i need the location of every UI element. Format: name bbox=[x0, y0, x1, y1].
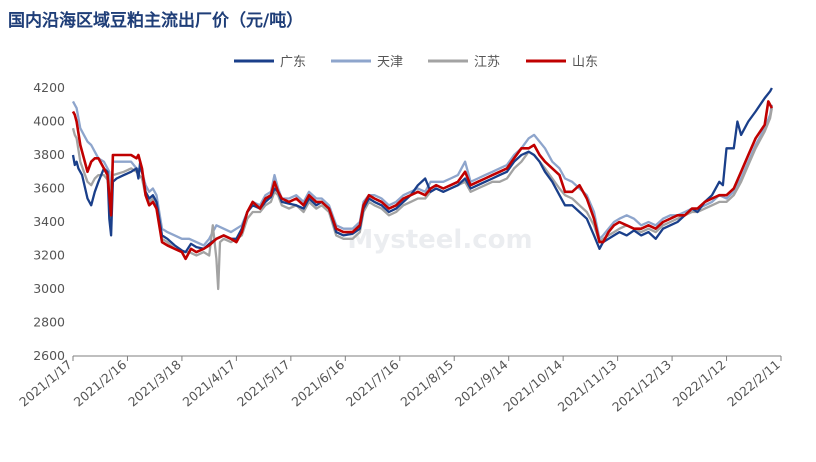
legend-label: 江苏 bbox=[474, 54, 500, 70]
legend-label: 山东 bbox=[572, 55, 598, 70]
chart-title: 国内沿海区域豆粕主流出厂价（元/吨） bbox=[8, 11, 304, 31]
y-tick-label: 3400 bbox=[33, 214, 65, 229]
x-tick-label: 2021/12/13 bbox=[609, 357, 674, 415]
y-tick-label: 3000 bbox=[33, 281, 65, 296]
series-line-2 bbox=[71, 107, 774, 291]
x-tick-label: 2021/10/14 bbox=[500, 357, 565, 415]
x-tick-label: 2021/1/17 bbox=[16, 357, 75, 410]
y-tick-label: 2800 bbox=[33, 315, 65, 330]
x-tick-label: 2021/4/17 bbox=[180, 357, 239, 410]
series-line-1 bbox=[71, 100, 774, 247]
x-tick-label: 2022/2/11 bbox=[724, 357, 783, 410]
x-tick-label: 2021/11/13 bbox=[555, 357, 620, 415]
y-tick-label: 2600 bbox=[33, 348, 65, 363]
legend-label: 天津 bbox=[377, 55, 403, 70]
x-tick-label: 2021/3/18 bbox=[125, 357, 184, 410]
x-tick-label: 2021/2/16 bbox=[71, 357, 130, 410]
series-line-3 bbox=[71, 100, 774, 261]
x-tick-label: 2021/8/15 bbox=[397, 357, 456, 410]
legend-label: 广东 bbox=[280, 55, 306, 70]
y-tick-label: 4200 bbox=[33, 80, 65, 95]
x-tick-label: 2021/5/17 bbox=[234, 357, 293, 410]
x-tick-label: 2021/6/16 bbox=[288, 357, 347, 410]
watermark-text: Mysteel.com bbox=[347, 225, 532, 255]
y-tick-label: 4000 bbox=[33, 114, 65, 129]
y-tick-label: 3200 bbox=[33, 248, 65, 263]
y-tick-label: 3600 bbox=[33, 181, 65, 196]
x-tick-label: 2022/1/12 bbox=[670, 357, 729, 410]
x-tick-label: 2021/7/16 bbox=[343, 357, 402, 410]
y-tick-label: 3800 bbox=[33, 147, 65, 162]
